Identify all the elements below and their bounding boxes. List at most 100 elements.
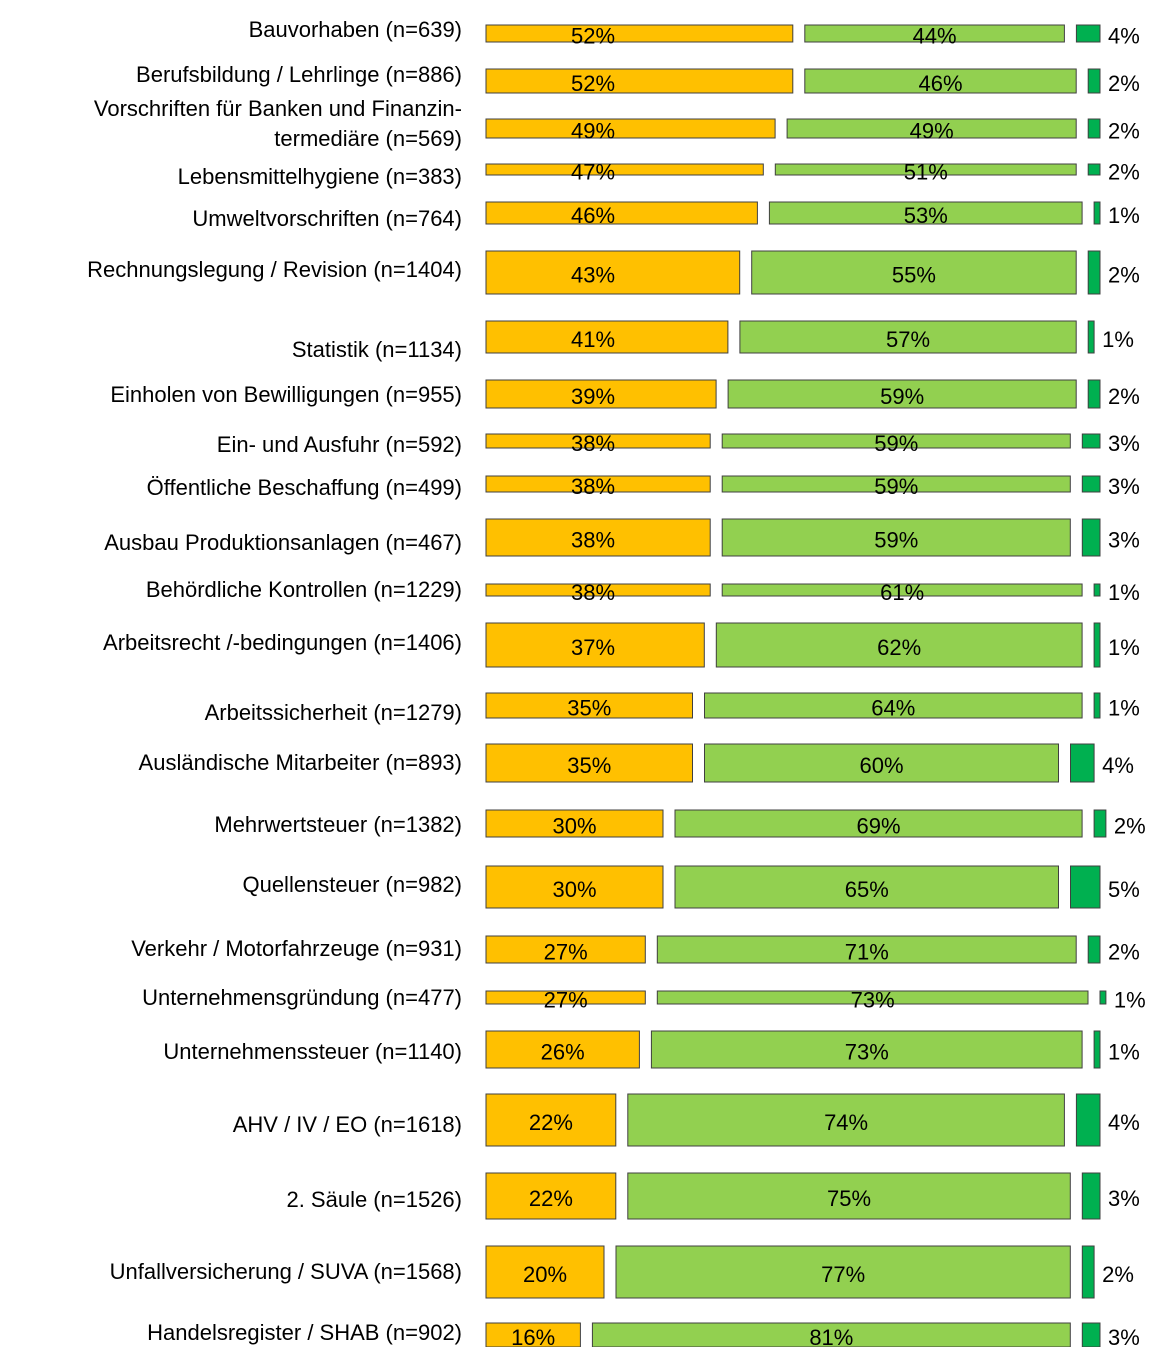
value-label: 27% xyxy=(544,987,588,1012)
bar-segment xyxy=(485,743,693,783)
bar-segment xyxy=(485,250,741,295)
bar-segment xyxy=(1081,475,1101,493)
value-label: 46% xyxy=(571,203,615,228)
bar-segment xyxy=(485,163,764,176)
value-label: 38% xyxy=(571,431,615,456)
value-label: 59% xyxy=(880,384,924,409)
value-label: 53% xyxy=(904,203,948,228)
value-label: 20% xyxy=(523,1262,567,1287)
value-label: 59% xyxy=(874,527,918,552)
value-label: 35% xyxy=(567,695,611,720)
bar-segment xyxy=(704,692,1083,719)
bar-segment xyxy=(1087,118,1101,139)
value-label: 1% xyxy=(1108,1039,1140,1064)
value-label: 75% xyxy=(827,1186,871,1211)
category-label: Behördliche Kontrollen (n=1229) xyxy=(145,577,462,602)
value-label: 1% xyxy=(1108,203,1140,228)
bar-segment xyxy=(485,692,693,719)
bar-segment xyxy=(627,1093,1065,1147)
bar-segment xyxy=(485,475,711,493)
bar-segment xyxy=(656,935,1077,964)
value-label: 1% xyxy=(1114,987,1146,1012)
value-label: 52% xyxy=(571,71,615,96)
bar-segment xyxy=(739,320,1077,354)
category-label: Umweltvorschriften (n=764) xyxy=(192,206,462,231)
value-label: 59% xyxy=(874,431,918,456)
value-label: 74% xyxy=(824,1110,868,1135)
value-label: 51% xyxy=(904,159,948,184)
bar-segment xyxy=(627,1172,1071,1220)
value-label: 65% xyxy=(845,877,889,902)
category-label: Unternehmensgründung (n=477) xyxy=(142,985,462,1010)
bar-segment xyxy=(715,622,1083,668)
category-label: Vorschriften für Banken und Finanzin- te… xyxy=(93,96,462,151)
value-label: 3% xyxy=(1108,474,1140,499)
value-label: 35% xyxy=(567,753,611,778)
bar-segment xyxy=(1070,865,1101,909)
bar-segment xyxy=(774,163,1077,176)
bar-segment xyxy=(1093,809,1107,838)
value-label: 3% xyxy=(1108,1186,1140,1211)
value-label: 30% xyxy=(552,877,596,902)
value-label: 71% xyxy=(845,939,889,964)
value-label: 3% xyxy=(1108,527,1140,552)
value-label: 49% xyxy=(910,118,954,143)
bar-segment xyxy=(485,68,794,94)
bar-segment xyxy=(485,865,664,909)
category-label: Einholen von Bewilligungen (n=955) xyxy=(110,382,462,407)
value-label: 2% xyxy=(1108,384,1140,409)
category-label: Ein- und Ausfuhr (n=592) xyxy=(216,432,462,457)
value-label: 1% xyxy=(1102,327,1134,352)
bar-segment xyxy=(1093,622,1101,668)
value-label: 73% xyxy=(851,987,895,1012)
bar-segment xyxy=(485,433,711,449)
value-label: 38% xyxy=(571,527,615,552)
bar-segment xyxy=(485,1322,581,1347)
bar-segment xyxy=(485,118,776,139)
bar-segment xyxy=(727,379,1077,409)
value-label: 62% xyxy=(877,635,921,660)
bar-segment xyxy=(656,990,1089,1005)
value-label: 60% xyxy=(859,753,903,778)
bar-segment xyxy=(1093,201,1101,225)
value-label: 22% xyxy=(529,1186,573,1211)
bar-segment xyxy=(485,1172,617,1220)
value-label: 47% xyxy=(571,159,615,184)
bar-segment xyxy=(1070,743,1095,783)
value-label: 77% xyxy=(821,1262,865,1287)
value-label: 55% xyxy=(892,262,936,287)
bar-segment xyxy=(1087,935,1101,964)
bar-segment xyxy=(751,250,1077,295)
category-label: Arbeitsrecht /-bedingungen (n=1406) xyxy=(103,630,462,655)
bar-segment xyxy=(1081,1245,1095,1299)
bar-segment xyxy=(1087,320,1095,354)
bar-segment xyxy=(721,433,1071,449)
value-label: 57% xyxy=(886,327,930,352)
bar-segment xyxy=(485,1245,605,1299)
bar-segment xyxy=(721,475,1071,493)
value-label: 26% xyxy=(541,1039,585,1064)
bar-segment xyxy=(1081,433,1101,449)
value-label: 52% xyxy=(571,23,615,48)
value-label: 46% xyxy=(918,71,962,96)
bar-segment xyxy=(786,118,1077,139)
value-label: 43% xyxy=(571,262,615,287)
bar-segment xyxy=(485,809,664,838)
value-label: 1% xyxy=(1108,635,1140,660)
value-label: 59% xyxy=(874,474,918,499)
bar-segment xyxy=(1075,24,1101,43)
value-label: 27% xyxy=(544,939,588,964)
value-label: 4% xyxy=(1108,1110,1140,1135)
category-label: Quellensteuer (n=982) xyxy=(242,872,462,897)
bar-segment xyxy=(1075,1093,1101,1147)
value-label: 1% xyxy=(1108,580,1140,605)
value-label: 2% xyxy=(1108,118,1140,143)
value-label: 2% xyxy=(1108,71,1140,96)
bar-segment xyxy=(485,990,646,1005)
value-label: 73% xyxy=(845,1039,889,1064)
bar-segment xyxy=(485,583,711,597)
value-label: 69% xyxy=(857,813,901,838)
value-label: 5% xyxy=(1108,877,1140,902)
category-label: Ausländische Mitarbeiter (n=893) xyxy=(138,750,462,775)
